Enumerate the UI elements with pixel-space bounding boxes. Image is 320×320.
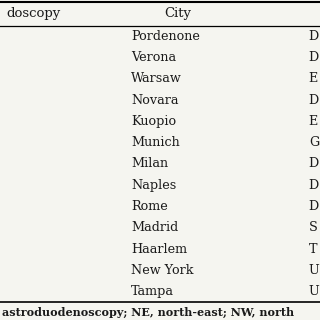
Text: D: D: [309, 179, 319, 192]
Text: E: E: [309, 72, 318, 85]
Text: doscopy: doscopy: [6, 7, 61, 20]
Text: Kuopio: Kuopio: [131, 115, 176, 128]
Text: U: U: [309, 285, 320, 298]
Text: astroduodenoscopy; NE, north-east; NW, north: astroduodenoscopy; NE, north-east; NW, n…: [2, 307, 294, 317]
Text: New York: New York: [131, 264, 194, 277]
Text: Milan: Milan: [131, 157, 168, 171]
Text: D: D: [309, 51, 319, 64]
Text: Naples: Naples: [131, 179, 176, 192]
Text: Warsaw: Warsaw: [131, 72, 182, 85]
Text: City: City: [164, 7, 191, 20]
Text: S: S: [309, 221, 317, 234]
Text: G: G: [309, 136, 319, 149]
Text: U: U: [309, 264, 320, 277]
Text: D: D: [309, 157, 319, 171]
Text: Munich: Munich: [131, 136, 180, 149]
Text: Madrid: Madrid: [131, 221, 179, 234]
Text: Pordenone: Pordenone: [131, 30, 200, 43]
Text: Novara: Novara: [131, 94, 179, 107]
Text: Verona: Verona: [131, 51, 176, 64]
Text: E: E: [309, 115, 318, 128]
Text: Tampa: Tampa: [131, 285, 174, 298]
Text: D: D: [309, 94, 319, 107]
Text: D: D: [309, 30, 319, 43]
Text: Rome: Rome: [131, 200, 168, 213]
Text: D: D: [309, 200, 319, 213]
Text: T: T: [309, 243, 317, 256]
Text: Haarlem: Haarlem: [131, 243, 187, 256]
